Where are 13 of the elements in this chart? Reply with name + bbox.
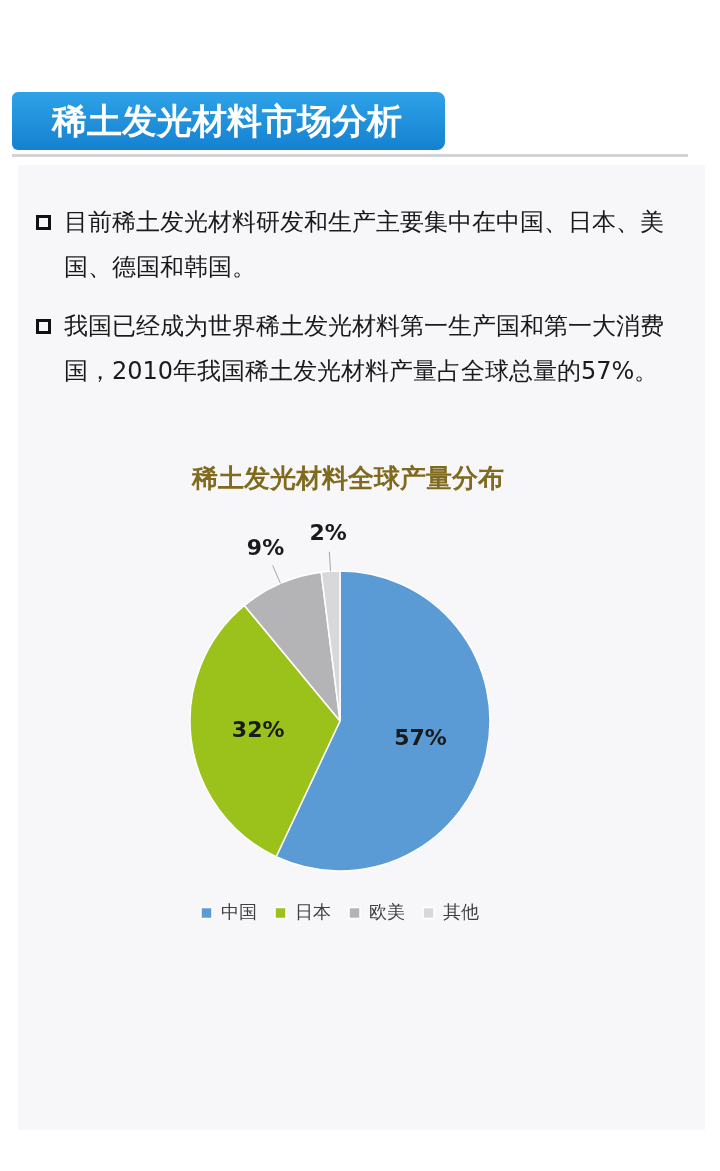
legend-label: 其他 <box>443 900 479 922</box>
data-label: 57% <box>394 724 447 750</box>
legend-label: 日本 <box>295 900 331 922</box>
legend-label: 中国 <box>221 900 257 922</box>
banner: 稀土发光材料市场分析 <box>12 92 445 150</box>
data-label: 32% <box>231 717 285 743</box>
text: 目前稀土发光材料研发和生产主要集中在中国、日本、美国、德国和韩国。 <box>64 207 665 283</box>
chart-title: 稀土发光材料市场分析 <box>52 100 402 143</box>
legend-label: 欧美 <box>369 900 405 922</box>
data-label: 2% <box>309 519 347 545</box>
text: 我国已经成为世界稀土发光材料第一生产国和第一大消费国，2010年我国稀土发光材料产量占全球总量的57%。 <box>64 311 665 387</box>
chart-subtitle: 稀土发光材料全球产量分布 <box>190 462 505 495</box>
data-label: 9% <box>246 534 285 560</box>
